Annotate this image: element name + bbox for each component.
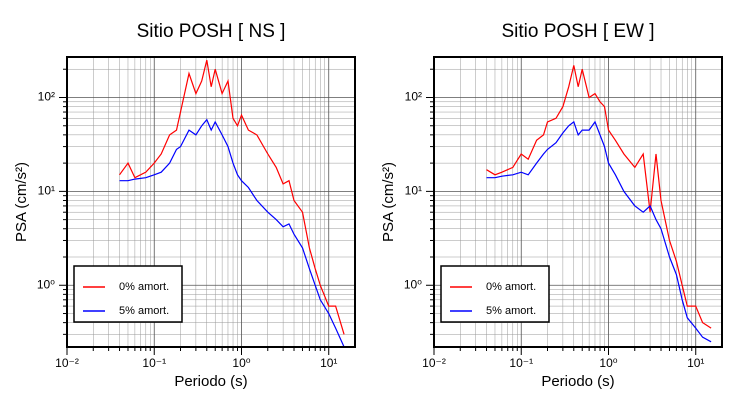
x-tick-label: 10⁻²: [55, 356, 79, 370]
series-line: [119, 118, 345, 348]
plot-frame: [433, 56, 723, 348]
x-tick-label: 10⁰: [232, 356, 250, 370]
y-tick-label: 10²: [405, 90, 422, 104]
x-axis-label: Periodo (s): [541, 373, 614, 390]
x-tick-label: 10⁻¹: [142, 356, 166, 370]
y-tick-label: 10¹: [405, 184, 422, 198]
x-axis-label: Periodo (s): [174, 373, 247, 390]
legend-label: 5% amort.: [486, 305, 536, 317]
y-tick-label: 10¹: [38, 184, 55, 198]
chart-title: Sitio POSH [ EW ]: [501, 21, 654, 42]
y-tick-label: 10⁰: [37, 277, 55, 291]
x-tick-label: 10⁰: [599, 356, 617, 370]
x-tick-label: 10⁻²: [422, 356, 446, 370]
chart: Sitio POSH [ EW ] Periodo (s) PSA (cm/s²) 1…: [380, 21, 723, 390]
y-tick-label: 10²: [38, 90, 55, 104]
chart-title: Sitio POSH [ NS ]: [137, 21, 286, 42]
plot-frame: [66, 56, 356, 348]
series-line: [119, 59, 345, 335]
y-tick-label: 10⁰: [404, 277, 422, 291]
x-tick-label: 10¹: [687, 356, 704, 370]
chart: Sitio POSH [ NS ] Periodo (s) PSA (cm/s²) 1…: [13, 21, 356, 390]
series-line: [486, 120, 712, 343]
x-tick-label: 10⁻¹: [509, 356, 533, 370]
y-axis-label: PSA (cm/s²): [380, 162, 397, 242]
legend-label: 5% amort.: [119, 305, 169, 317]
legend-label: 0% amort.: [486, 281, 536, 293]
legend-box: [73, 265, 183, 323]
x-tick-label: 10¹: [320, 356, 337, 370]
series-line: [486, 65, 712, 329]
legend-label: 0% amort.: [119, 281, 169, 293]
y-axis-label: PSA (cm/s²): [13, 162, 30, 242]
legend-box: [440, 265, 550, 323]
